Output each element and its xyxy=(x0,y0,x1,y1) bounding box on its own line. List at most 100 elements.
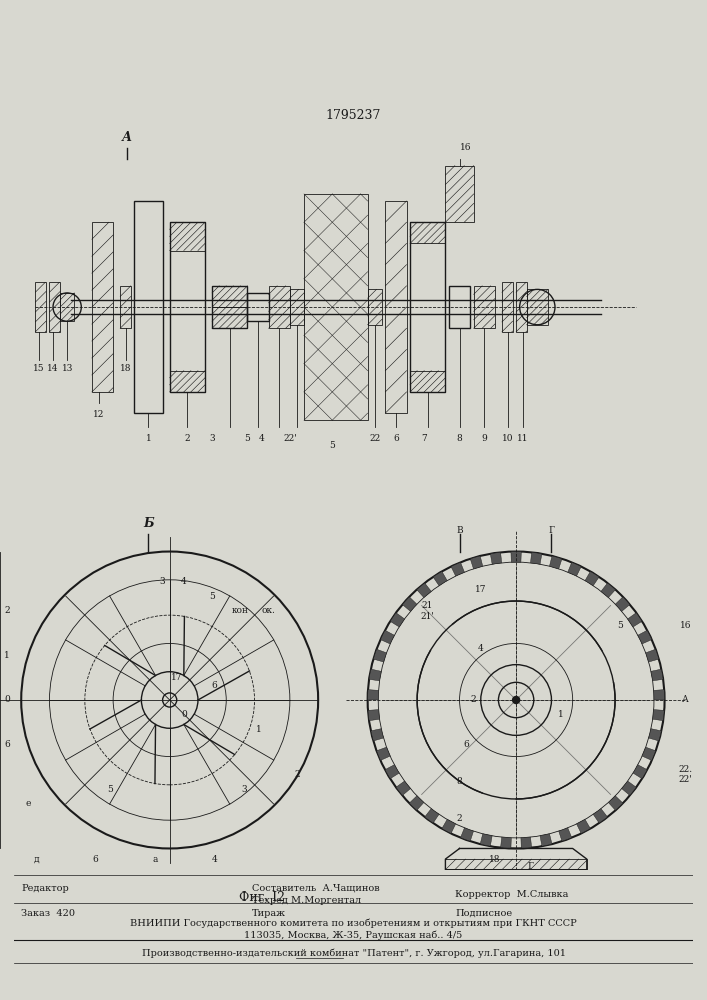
Text: а: а xyxy=(152,855,158,864)
Wedge shape xyxy=(480,834,492,846)
Wedge shape xyxy=(653,710,664,721)
Text: 18: 18 xyxy=(489,855,501,864)
Text: 1795237: 1795237 xyxy=(326,109,381,122)
Wedge shape xyxy=(433,571,448,586)
Bar xyxy=(410,222,445,243)
Text: 6: 6 xyxy=(393,434,399,443)
Wedge shape xyxy=(390,613,404,627)
Wedge shape xyxy=(380,630,395,644)
Text: В: В xyxy=(456,526,463,535)
Text: 2: 2 xyxy=(4,606,10,615)
Bar xyxy=(92,222,113,392)
Bar xyxy=(449,286,470,328)
Text: 6: 6 xyxy=(93,855,98,864)
Bar xyxy=(35,282,46,332)
Wedge shape xyxy=(470,556,483,569)
Bar xyxy=(474,286,495,328)
Wedge shape xyxy=(409,796,424,810)
Wedge shape xyxy=(530,552,542,564)
Bar xyxy=(212,286,247,328)
Text: кон: кон xyxy=(232,606,249,615)
Wedge shape xyxy=(501,837,511,848)
Wedge shape xyxy=(368,710,380,721)
Text: 2: 2 xyxy=(457,814,462,823)
Text: 6: 6 xyxy=(4,740,10,749)
Bar xyxy=(445,859,587,870)
Text: Фиг. I2: Фиг. I2 xyxy=(238,891,285,904)
Text: 13: 13 xyxy=(62,364,73,373)
Wedge shape xyxy=(368,690,378,700)
Wedge shape xyxy=(559,828,572,841)
Text: 3: 3 xyxy=(209,434,215,443)
Wedge shape xyxy=(654,690,665,700)
Wedge shape xyxy=(576,819,590,833)
Bar xyxy=(368,289,382,325)
Text: 12: 12 xyxy=(93,410,105,419)
Text: 10: 10 xyxy=(502,434,513,443)
Text: 11: 11 xyxy=(518,434,529,443)
Wedge shape xyxy=(491,552,502,564)
Bar xyxy=(60,293,74,321)
Circle shape xyxy=(513,696,520,704)
Text: 22': 22' xyxy=(283,434,297,443)
Bar xyxy=(212,307,247,328)
Wedge shape xyxy=(642,747,655,760)
Wedge shape xyxy=(621,781,636,795)
Bar xyxy=(134,201,163,413)
Text: Тираж: Тираж xyxy=(252,909,286,918)
Wedge shape xyxy=(651,669,663,681)
Text: 5: 5 xyxy=(209,592,215,601)
Text: 1: 1 xyxy=(4,651,10,660)
Wedge shape xyxy=(396,781,411,795)
Text: 21
21': 21 21' xyxy=(420,601,434,621)
Wedge shape xyxy=(511,552,521,562)
Bar xyxy=(120,286,131,328)
Wedge shape xyxy=(601,583,616,598)
Wedge shape xyxy=(638,630,652,644)
Bar xyxy=(290,289,304,325)
Text: Составитель  А.Чащинов: Составитель А.Чащинов xyxy=(252,884,380,893)
Text: 6: 6 xyxy=(464,740,469,749)
Wedge shape xyxy=(549,556,562,569)
Text: 5: 5 xyxy=(107,785,113,794)
Bar xyxy=(247,293,269,321)
Text: 16: 16 xyxy=(460,143,471,152)
Text: А: А xyxy=(682,696,689,704)
Wedge shape xyxy=(540,834,552,846)
Wedge shape xyxy=(369,669,381,681)
Wedge shape xyxy=(568,562,581,576)
Text: 5: 5 xyxy=(245,434,250,443)
Text: ок.: ок. xyxy=(262,606,276,615)
Text: А: А xyxy=(122,131,132,144)
Text: Редактор: Редактор xyxy=(21,884,69,893)
Text: Заказ  420: Заказ 420 xyxy=(21,909,75,918)
Text: 113035, Москва, Ж-35, Раушская наб.. 4/5: 113035, Москва, Ж-35, Раушская наб.. 4/5 xyxy=(245,930,462,940)
Text: 1: 1 xyxy=(558,710,563,719)
Text: 5: 5 xyxy=(329,441,335,450)
Wedge shape xyxy=(425,809,439,823)
Text: Подписное: Подписное xyxy=(455,909,513,918)
Wedge shape xyxy=(460,828,474,841)
Text: Г: Г xyxy=(527,862,533,871)
Text: 3: 3 xyxy=(160,577,165,586)
Text: 5: 5 xyxy=(617,621,623,630)
Bar xyxy=(49,282,60,332)
Bar xyxy=(385,201,407,413)
Wedge shape xyxy=(385,765,399,779)
Wedge shape xyxy=(373,649,387,662)
Text: 6: 6 xyxy=(211,681,217,690)
Wedge shape xyxy=(628,613,642,627)
Wedge shape xyxy=(593,809,607,823)
Text: 17: 17 xyxy=(475,585,486,594)
Text: 4: 4 xyxy=(181,577,187,586)
Bar xyxy=(410,371,445,392)
Text: 22: 22 xyxy=(369,434,380,443)
Text: 4: 4 xyxy=(259,434,264,443)
Text: 3: 3 xyxy=(241,785,247,794)
Bar xyxy=(527,289,548,325)
Text: д: д xyxy=(33,855,39,864)
Wedge shape xyxy=(585,571,599,586)
Bar xyxy=(502,282,513,332)
Wedge shape xyxy=(451,562,464,576)
Text: Техред М.Моргентал: Техред М.Моргентал xyxy=(252,896,361,905)
